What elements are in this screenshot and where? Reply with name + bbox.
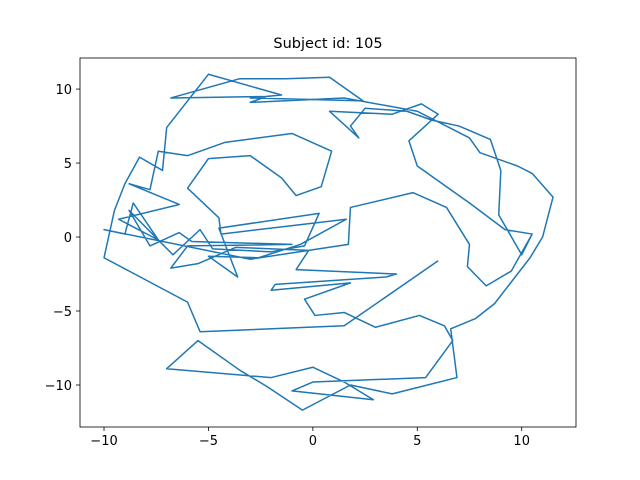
trajectory-line	[103, 73, 554, 411]
y-tick-label: 10	[55, 83, 72, 98]
x-tick-label: −5	[199, 434, 218, 449]
chart-title: Subject id: 105	[273, 36, 382, 52]
x-tick-label: 5	[413, 434, 421, 449]
plot-frame	[79, 57, 577, 428]
x-tick-label: 0	[309, 434, 317, 449]
y-tick-label: −10	[45, 379, 72, 394]
y-tick-label: 0	[64, 231, 72, 246]
y-tick-label: −5	[53, 305, 72, 320]
x-tick-label: −10	[90, 434, 117, 449]
y-tick-label: 5	[64, 157, 72, 172]
x-tick-label: 10	[513, 434, 530, 449]
